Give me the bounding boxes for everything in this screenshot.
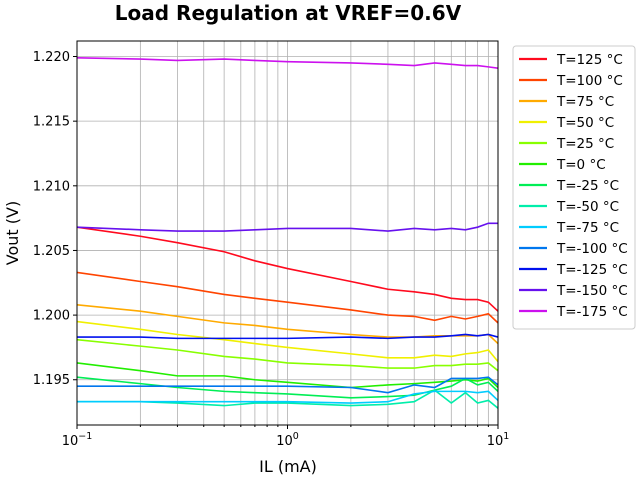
series-line-10 [77,333,498,340]
series-line-6 [77,376,498,399]
series-line-4 [77,338,498,372]
y-tick-label: 1.200 [33,309,70,324]
legend-label: T=-25 °C [556,178,619,194]
series-line-3 [77,320,498,363]
series-line-9 [77,376,498,394]
legend-label: T=0 °C [556,157,606,173]
x-tick-label: 100 [276,431,299,449]
legend: T=125 °C T=100 °C T=75 °C T=50 °C T=25 °C T=0… [512,45,636,330]
y-axis-label: Vout (V) [3,201,22,265]
grid [76,41,499,425]
series-line-0 [77,226,498,312]
legend-label: T=-175 °C [556,304,628,320]
legend-label: T=-50 °C [556,199,619,215]
legend-label: T=-100 °C [556,241,628,257]
y-axis: 1.195 1.200 1.205 1.210 1.215 1.220 [33,50,77,388]
y-tick-label: 1.215 [33,115,70,130]
y-tick-label: 1.195 [33,373,70,388]
x-axis-label: IL (mA) [259,457,317,476]
x-tick-label: 101 [487,431,510,449]
legend-label: T=125 °C [556,52,623,68]
legend-label: T=-75 °C [556,220,619,236]
y-tick-label: 1.220 [33,50,70,65]
series-line-12 [77,57,498,69]
legend-label: T=-150 °C [556,283,628,299]
series-line-5 [77,362,498,389]
legend-label: T=100 °C [556,73,623,89]
series-line-7 [77,389,498,409]
legend-label: T=75 °C [556,94,614,110]
series-line-8 [77,390,498,404]
x-tick-label: 10−1 [62,431,93,449]
y-tick-label: 1.205 [33,244,70,259]
legend-label: T=25 °C [556,136,614,152]
chart-title: Load Regulation at VREF=0.6V [115,1,462,25]
series-line-1 [77,271,498,324]
legend-frame [512,45,636,330]
series-line-11 [77,222,498,232]
legend-label: T=-125 °C [556,262,628,278]
plot-series [77,57,498,409]
y-tick-label: 1.210 [33,179,70,194]
legend-label: T=50 °C [556,115,614,131]
x-axis: 10−1 100 101 [62,425,510,449]
